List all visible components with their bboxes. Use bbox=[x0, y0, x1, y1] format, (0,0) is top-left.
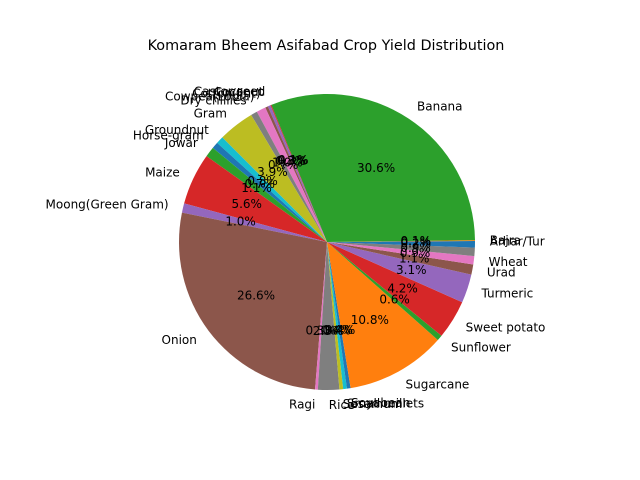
slice-percent-9: 0.8% bbox=[247, 174, 278, 188]
pie-slice-13 bbox=[181, 203, 327, 242]
pie-slice-15 bbox=[315, 242, 327, 390]
slice-label-22: Sweet potato bbox=[466, 321, 546, 335]
slice-percent-12: 5.6% bbox=[231, 197, 262, 211]
pie-slice-23 bbox=[327, 242, 472, 303]
slice-label-7: Dry chillies bbox=[180, 93, 246, 107]
slice-percent-6: 1.0% bbox=[272, 156, 303, 170]
pie-slice-14 bbox=[178, 212, 327, 390]
pie-slice-19 bbox=[327, 242, 351, 389]
slice-label-18: Small millets bbox=[347, 397, 424, 411]
slice-percent-11: 1.1% bbox=[241, 181, 272, 195]
pie-slice-26 bbox=[327, 242, 475, 257]
slice-percent-1: 0.1% bbox=[401, 234, 432, 248]
slice-percent-3: 0.1% bbox=[278, 153, 309, 167]
slice-label-20: Sugarcane bbox=[406, 378, 470, 392]
slice-label-1: Bajra bbox=[490, 233, 521, 247]
slice-label-2: Banana bbox=[417, 99, 463, 113]
slice-label-23: Turmeric bbox=[481, 286, 534, 300]
slice-percent-0: 0.1% bbox=[401, 235, 432, 249]
slice-percent-24: 1.1% bbox=[399, 252, 430, 266]
pie-slice-10 bbox=[212, 142, 327, 242]
pie-slice-11 bbox=[206, 147, 327, 242]
pie-slice-24 bbox=[327, 242, 474, 275]
slice-percent-8: 3.9% bbox=[257, 165, 288, 179]
slice-percent-19: 0.4% bbox=[325, 323, 356, 337]
slice-label-12: Maize bbox=[145, 165, 180, 179]
pie-slices bbox=[178, 94, 476, 391]
slice-percent-5: 0.3% bbox=[275, 154, 306, 168]
slice-percent-27: 0.2% bbox=[401, 237, 432, 251]
slice-label-19: Soyabean bbox=[351, 396, 410, 410]
pie-slice-16 bbox=[317, 242, 340, 391]
pie-slice-22 bbox=[327, 242, 463, 336]
slice-label-4: Coconut bbox=[214, 85, 264, 99]
slice-percent-20: 10.8% bbox=[351, 313, 389, 327]
pie-slice-21 bbox=[327, 242, 442, 341]
slice-percent-26: 0.9% bbox=[400, 241, 431, 255]
slice-percent-4: 0.3% bbox=[277, 153, 308, 167]
slice-label-13: Moong(Green Gram) bbox=[46, 198, 169, 212]
pie-slice-4 bbox=[267, 105, 327, 243]
slice-label-6: Cowpea(Lobia) bbox=[165, 89, 254, 103]
pie-slice-5 bbox=[265, 106, 327, 242]
slice-percent-22: 4.2% bbox=[387, 282, 418, 296]
slice-percent-18: 0.4% bbox=[323, 323, 354, 337]
slice-percent-16: 2.3% bbox=[313, 324, 344, 338]
pie-slice-1 bbox=[327, 240, 475, 242]
slice-percent-21: 0.6% bbox=[379, 293, 410, 307]
pie-percent-labels: 0.1%0.1%30.6%0.1%0.3%0.3%1.0%0.7%3.9%0.8… bbox=[225, 153, 431, 338]
slice-label-10: Horse-gram bbox=[133, 129, 204, 143]
slice-label-0: Arhar/Tur bbox=[490, 235, 545, 249]
slice-label-3: Castor seed bbox=[194, 84, 265, 98]
pie-slice-27 bbox=[327, 242, 475, 248]
slice-label-21: Sunflower bbox=[451, 341, 511, 355]
slice-percent-17: 0.4% bbox=[320, 323, 351, 337]
pie-slice-7 bbox=[251, 111, 327, 242]
slice-percent-2: 30.6% bbox=[357, 161, 395, 175]
pie-slice-2 bbox=[271, 94, 475, 242]
pie-slice-12 bbox=[184, 156, 327, 242]
slice-percent-13: 1.0% bbox=[225, 215, 256, 229]
slice-percent-14: 26.6% bbox=[237, 288, 275, 302]
slice-percent-23: 3.1% bbox=[396, 263, 427, 277]
slice-label-25: Wheat bbox=[489, 255, 528, 269]
pie-slice-25 bbox=[327, 242, 475, 265]
slice-percent-7: 0.7% bbox=[268, 158, 299, 172]
slice-label-8: Gram bbox=[194, 107, 227, 121]
pie-slice-9 bbox=[217, 137, 327, 242]
pie-slice-17 bbox=[327, 242, 344, 390]
slice-label-17: Sesamum bbox=[343, 397, 403, 411]
slice-label-11: Jowar bbox=[164, 136, 198, 150]
pie-slice-8 bbox=[222, 114, 327, 242]
slice-label-24: Urad bbox=[487, 265, 516, 279]
slice-label-16: Rice bbox=[329, 398, 355, 412]
chart-title: Komaram Bheem Asifabad Crop Yield Distri… bbox=[148, 38, 505, 54]
pie-slice-3 bbox=[270, 104, 327, 242]
pie-slice-6 bbox=[256, 107, 327, 242]
pie-slice-0 bbox=[327, 241, 476, 242]
pie-slice-18 bbox=[327, 242, 347, 390]
slice-label-14: Onion bbox=[162, 333, 197, 347]
slice-percent-25: 0.9% bbox=[400, 246, 431, 260]
slice-percent-10: 0.7% bbox=[244, 177, 275, 191]
slice-percent-15: 0.3% bbox=[305, 324, 336, 338]
slice-label-15: Ragi bbox=[289, 397, 315, 411]
slice-label-9: Groundnut bbox=[145, 123, 209, 137]
slice-label-5: Cotton(lint) bbox=[192, 86, 260, 100]
pie-slice-20 bbox=[327, 242, 438, 389]
